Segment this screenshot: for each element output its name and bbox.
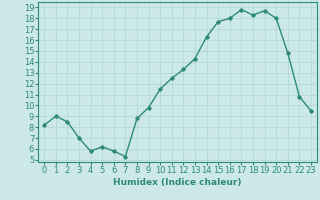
X-axis label: Humidex (Indice chaleur): Humidex (Indice chaleur) [113, 178, 242, 187]
